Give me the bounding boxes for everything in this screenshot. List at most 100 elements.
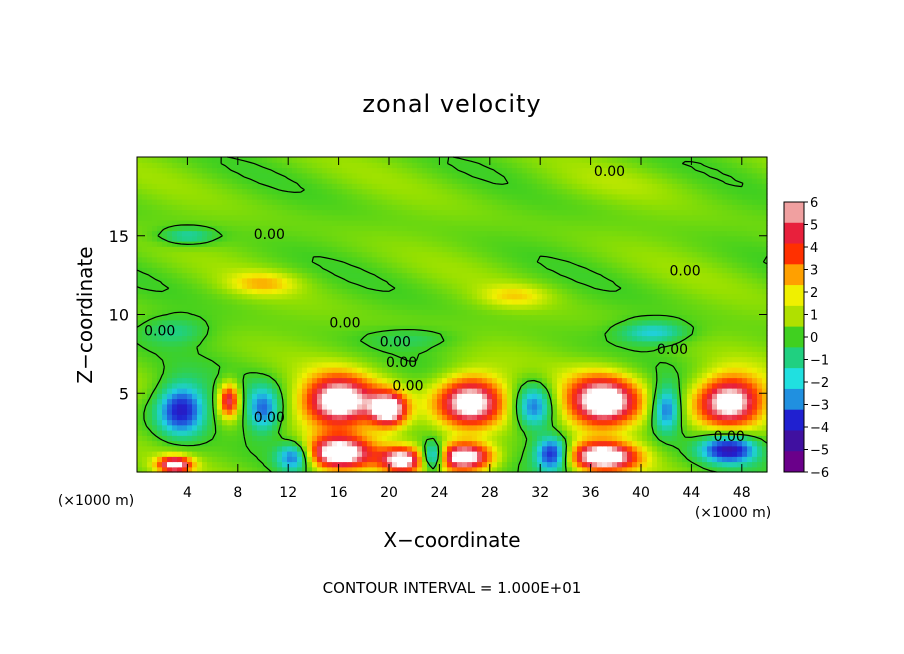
heatmap-cell (192, 440, 198, 447)
heatmap-cell (522, 335, 528, 342)
heatmap-cell (737, 435, 743, 442)
heatmap-cell (707, 372, 713, 379)
heatmap-cell (647, 340, 653, 347)
heatmap-cell (567, 309, 573, 316)
heatmap-cell (162, 346, 168, 352)
heatmap-cell (437, 403, 443, 410)
heatmap-cell (287, 445, 293, 452)
heatmap-cell (322, 388, 328, 394)
heatmap-cell (382, 356, 388, 363)
heatmap-cell (672, 456, 678, 463)
heatmap-cell (337, 319, 343, 326)
heatmap-cell (372, 445, 378, 452)
heatmap-cell (257, 440, 263, 447)
heatmap-cell (562, 356, 568, 363)
heatmap-cell (572, 403, 578, 410)
heatmap-cell (697, 277, 703, 284)
heatmap-cell (287, 393, 293, 400)
heatmap-cell (477, 409, 483, 415)
heatmap-cell (472, 351, 478, 358)
heatmap-cell (752, 356, 758, 363)
heatmap-cell (557, 388, 563, 394)
heatmap-cell (402, 288, 408, 295)
heatmap-cell (252, 340, 258, 347)
heatmap-cell (522, 398, 528, 405)
heatmap-cell (212, 435, 218, 442)
heatmap-cell (542, 451, 548, 457)
heatmap-cell (212, 288, 218, 295)
heatmap-cell (252, 440, 258, 447)
heatmap-cell (442, 409, 448, 415)
heatmap-cell (457, 409, 463, 415)
heatmap-cell (722, 351, 728, 358)
heatmap-cell (537, 361, 543, 368)
heatmap-cell (567, 430, 573, 436)
heatmap-cell (197, 335, 203, 342)
heatmap-cell (187, 409, 193, 415)
heatmap-cell (167, 435, 173, 442)
heatmap-cell (452, 403, 458, 410)
heatmap-cell (302, 293, 308, 300)
heatmap-cell (452, 388, 458, 394)
heatmap-cell (282, 372, 288, 379)
heatmap-cell (272, 325, 278, 331)
heatmap-cell (472, 424, 478, 431)
heatmap-cell (282, 414, 288, 421)
heatmap-cell (582, 409, 588, 415)
heatmap-cell (522, 435, 528, 442)
heatmap-cell (202, 319, 208, 326)
heatmap-cell (297, 325, 303, 331)
heatmap-cell (337, 461, 343, 468)
heatmap-cell (452, 419, 458, 426)
heatmap-cell (562, 367, 568, 373)
heatmap-cell (667, 466, 673, 473)
heatmap-cell (302, 262, 308, 268)
heatmap-cell (502, 288, 508, 295)
heatmap-cell (492, 466, 498, 473)
heatmap-cell (402, 409, 408, 415)
heatmap-cell (277, 372, 283, 379)
heatmap-cell (757, 398, 763, 405)
heatmap-cell (657, 277, 663, 284)
heatmap-cell (692, 419, 698, 426)
heatmap-cell (542, 267, 548, 274)
heatmap-cell (437, 445, 443, 452)
heatmap-cell (222, 277, 228, 284)
heatmap-cell (247, 466, 253, 473)
heatmap-cell (622, 377, 628, 384)
heatmap-cell (302, 367, 308, 373)
heatmap-cell (517, 262, 523, 268)
heatmap-cell (247, 293, 253, 300)
heatmap-cell (452, 393, 458, 400)
heatmap-cell (567, 346, 573, 352)
heatmap-cell (487, 445, 493, 452)
heatmap-cell (412, 382, 418, 389)
heatmap-cell (537, 451, 543, 457)
heatmap-cell (592, 288, 598, 295)
heatmap-cell (382, 445, 388, 452)
heatmap-cell (662, 403, 668, 410)
heatmap-cell (232, 456, 238, 463)
heatmap-cell (362, 367, 368, 373)
heatmap-cell (467, 440, 473, 447)
heatmap-cell (172, 414, 178, 421)
heatmap-cell (137, 372, 143, 379)
heatmap-cell (677, 267, 683, 274)
heatmap-cell (572, 393, 578, 400)
heatmap-cell (642, 393, 648, 400)
heatmap-cell (317, 398, 323, 405)
heatmap-cell (292, 419, 298, 426)
heatmap-cell (662, 267, 668, 274)
heatmap-cell (692, 283, 698, 289)
heatmap-cell (732, 361, 738, 368)
heatmap-cell (397, 367, 403, 373)
heatmap-cell (742, 314, 748, 321)
heatmap-cell (217, 367, 223, 373)
heatmap-cell (502, 262, 508, 268)
heatmap-cell (192, 283, 198, 289)
heatmap-cell (617, 382, 623, 389)
heatmap-cell (172, 409, 178, 415)
heatmap-cell (262, 377, 268, 384)
heatmap-cell (747, 346, 753, 352)
heatmap-cell (697, 293, 703, 300)
